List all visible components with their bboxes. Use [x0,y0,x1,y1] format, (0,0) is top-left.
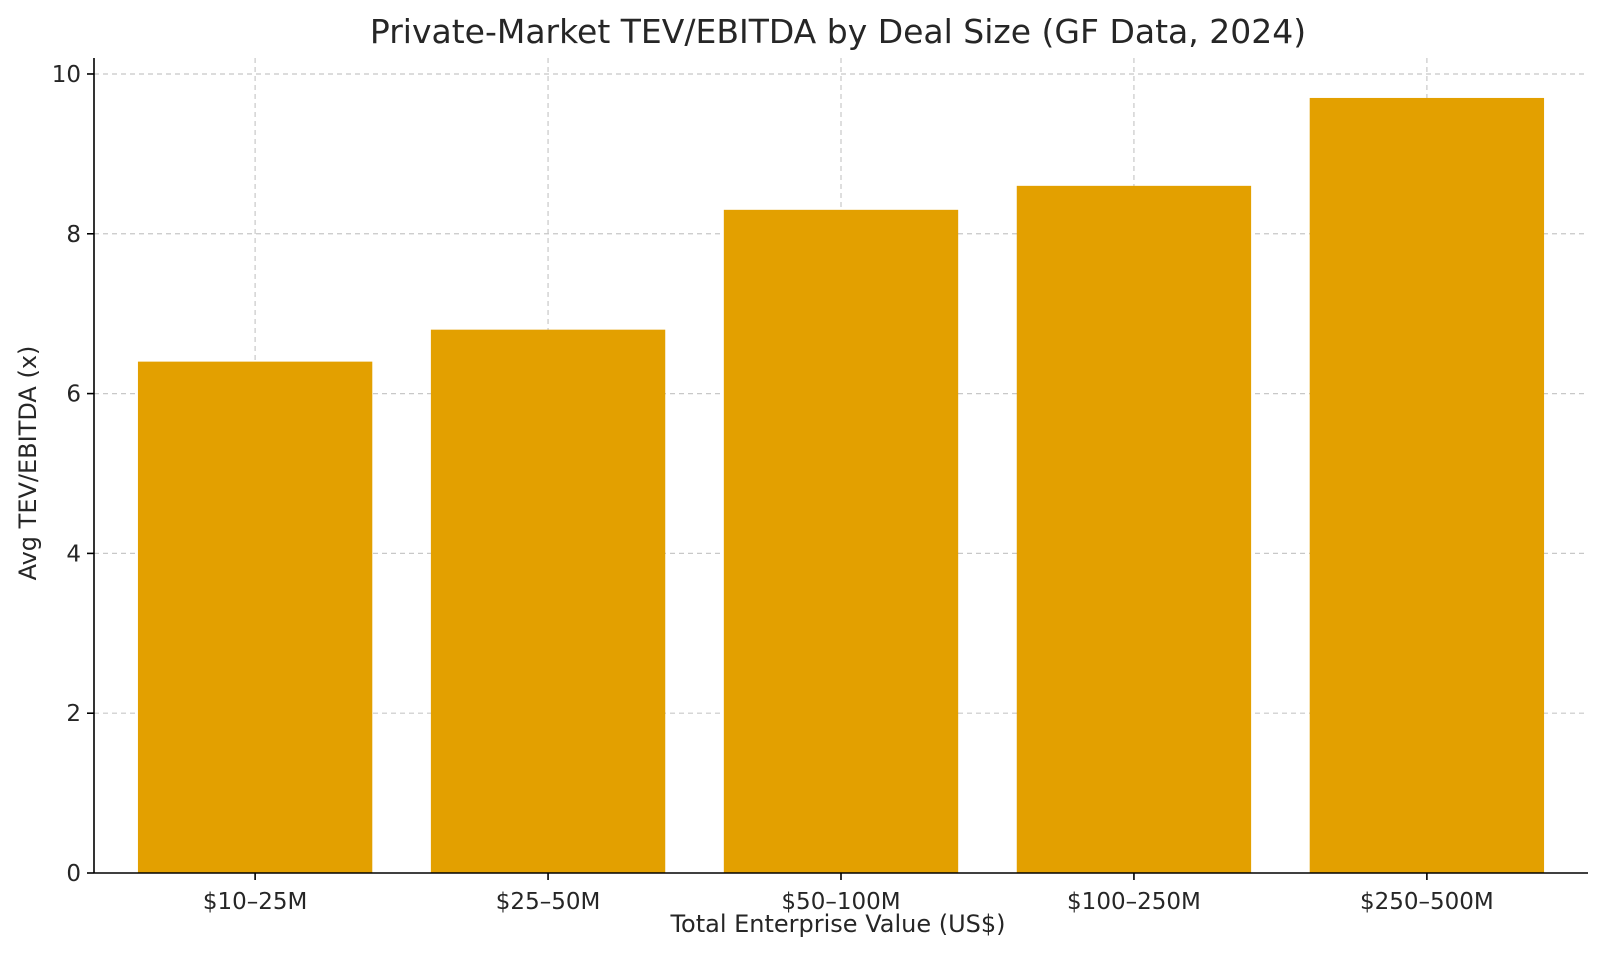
y-tick-label: 8 [66,222,81,248]
bar [137,361,373,873]
bar [1309,97,1545,873]
x-axis-label: Total Enterprise Value (US$) [669,910,1005,938]
y-tick-label: 0 [66,861,81,887]
x-ticks: $10–25M $25–50M $50–100M $100–250M $250–500M [203,873,1494,915]
chart-title: Private-Market TEV/EBITDA by Deal Size (… [370,12,1306,51]
bar [430,329,666,874]
x-tick-label: $100–250M [1067,889,1201,915]
bar [1016,185,1252,873]
y-tick-label: 6 [66,382,81,408]
x-tick-label: $10–25M [203,889,308,915]
bars [137,97,1545,874]
x-tick-label: $25–50M [496,889,601,915]
y-ticks: 0 2 4 6 8 10 [52,62,94,887]
x-tick-label: $250–500M [1360,889,1494,915]
y-tick-label: 10 [52,62,81,88]
bar [723,209,959,873]
y-axis-label: Avg TEV/EBITDA (x) [14,346,42,581]
y-tick-label: 4 [66,541,81,567]
x-tick-label: $50–100M [781,889,900,915]
y-tick-label: 2 [66,701,81,727]
